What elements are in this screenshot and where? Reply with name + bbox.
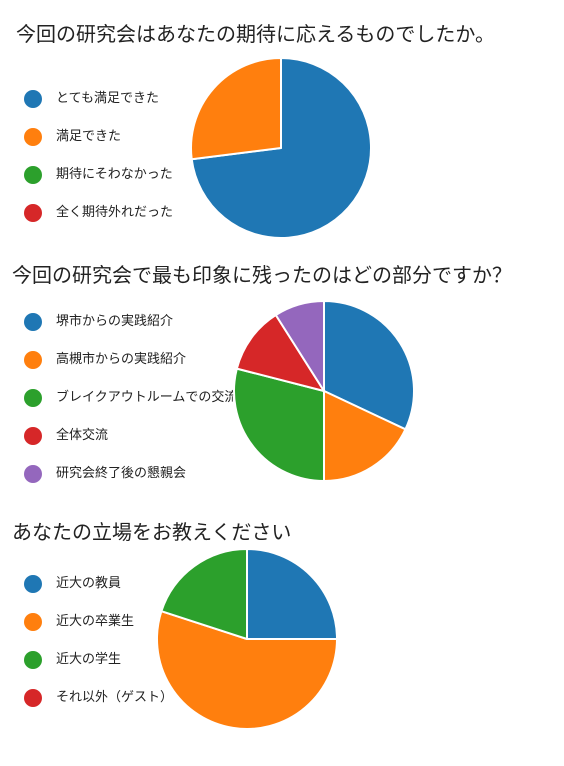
chart-2-title: 今回の研究会で最も印象に残ったのはどの部分ですか？ [12,263,512,287]
legend-label: ブレイクアウトルームでの交流 [56,390,238,405]
legend-swatch [24,389,42,407]
pie-chart-1 [190,57,372,239]
legend-label: 高槻市からの実践紹介 [56,352,187,367]
pie-slice-2 [323,390,407,482]
legend-swatch [24,613,42,631]
legend-label: 研究会終了後の懇親会 [56,466,187,481]
legend-label: 近大の教員 [56,576,122,591]
pie-slice-3 [233,367,325,482]
legend-label: 全体交流 [56,428,109,443]
pie-slice-1 [246,548,338,640]
legend-label: 満足できた [56,129,122,144]
chart-panel-3: あなたの立場をお教えください 近大の教員 近大の卒業生 近大の学生 それ以外（ゲ… [0,520,564,745]
legend-label: 近大の卒業生 [56,614,135,629]
legend-swatch [24,351,42,369]
legend-swatch [24,166,42,184]
chart-3-title: あなたの立場をお教えください [12,520,292,544]
chart-panel-2: 今回の研究会で最も印象に残ったのはどの部分ですか？ 堺市からの実践紹介 高槻市か… [0,263,564,488]
chart-1-title: 今回の研究会はあなたの期待に応えるものでしたか。 [16,22,495,46]
pie-slice-5 [274,300,325,392]
legend-label: 期待にそわなかった [56,167,173,182]
legend-swatch [24,313,42,331]
pie-slice-4 [235,314,325,392]
legend-swatch [24,575,42,593]
legend-swatch [24,689,42,707]
pie-slice-1 [323,300,415,431]
legend-swatch [24,204,42,222]
legend-label: 近大の学生 [56,652,122,667]
pie-chart-3 [156,548,338,730]
legend-label: とても満足できた [56,91,159,106]
legend-label: それ以外（ゲスト） [56,690,174,705]
legend-swatch [24,465,42,483]
pie-slice-3 [160,548,248,640]
legend-label: 堺市からの実践紹介 [56,314,174,329]
legend-swatch [24,90,42,108]
legend-swatch [24,128,42,146]
legend-swatch [24,651,42,669]
legend-swatch [24,427,42,445]
pie-slice-2 [156,610,338,730]
legend-label: 全く期待外れだった [56,205,174,220]
pie-chart-2 [233,300,415,482]
chart-panel-1: 今回の研究会はあなたの期待に応えるものでしたか。 とても満足できた 満足できた … [0,22,564,252]
pie-slice-2 [190,57,282,161]
